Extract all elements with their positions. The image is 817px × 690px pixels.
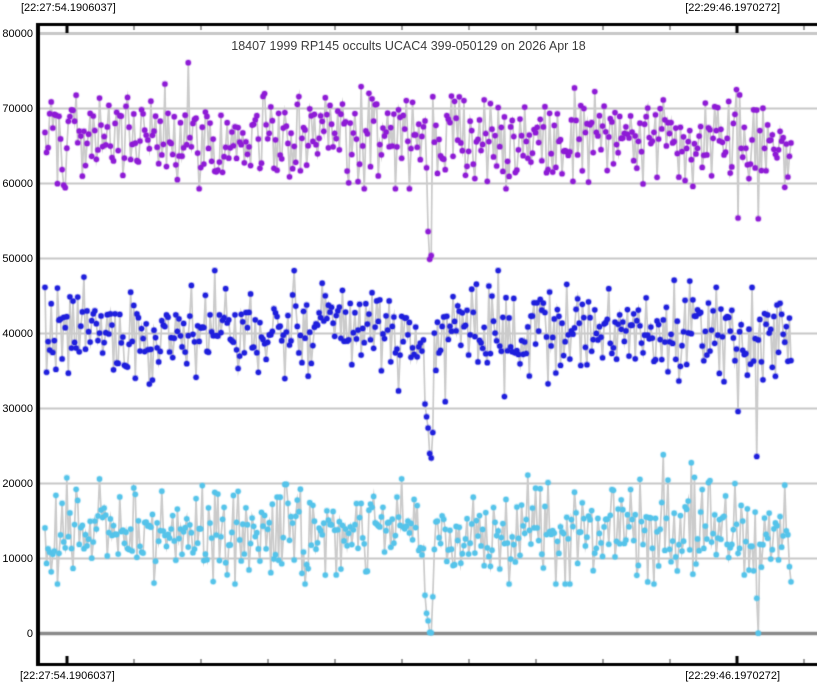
y-tick-label: 70000 — [2, 102, 33, 115]
y-tick-label: 20000 — [2, 477, 33, 490]
timestamp-bottom-left: [22:27:54.1906037] — [20, 670, 115, 682]
y-tick-label: 80000 — [2, 27, 33, 40]
timestamp-top-left: [22:27:54.1906037] — [21, 2, 116, 14]
y-tick-label: 40000 — [2, 327, 33, 340]
timestamp-bottom-right: [22:29:46.1970272] — [685, 670, 780, 682]
y-tick-label: 50000 — [2, 252, 33, 265]
y-tick-label: 10000 — [2, 552, 33, 565]
y-tick-label: 60000 — [2, 177, 33, 190]
y-tick-label: 30000 — [2, 402, 33, 415]
y-tick-label: 0 — [26, 627, 33, 640]
timestamp-top-right: [22:29:46.1970272] — [685, 2, 780, 14]
